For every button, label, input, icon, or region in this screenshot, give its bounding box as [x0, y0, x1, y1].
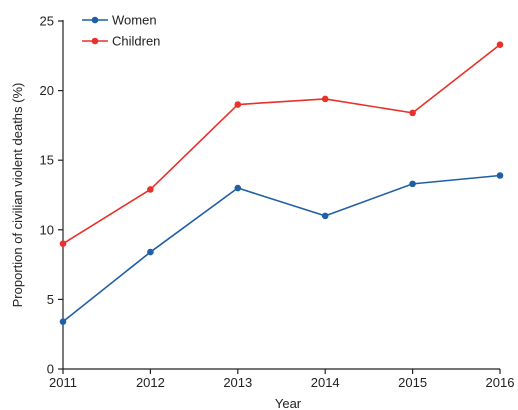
x-tick-label: 2015: [398, 375, 427, 390]
legend-marker-children: [91, 37, 99, 45]
y-tick-label: 5: [47, 292, 54, 307]
legend: Women Children: [82, 13, 160, 49]
y-tick-label: 10: [40, 222, 54, 237]
axes: [62, 20, 500, 370]
data-point-children: [496, 41, 504, 48]
x-tick-label: 2016: [486, 375, 515, 390]
legend-label-children: Children: [112, 34, 160, 49]
data-point-children: [234, 101, 242, 108]
legend-label-women: Women: [112, 13, 157, 28]
y-tick-label: 15: [40, 153, 54, 168]
data-point-women: [59, 318, 67, 325]
y-tick-label: 0: [47, 362, 54, 377]
data-point-children: [409, 109, 416, 117]
x-axis-ticks: 2011 2012 2013 2014 2015 2016: [49, 369, 514, 390]
legend-marker-women: [91, 16, 99, 24]
series-line-children: [62, 44, 501, 245]
data-point-women: [321, 212, 329, 220]
x-tick-label: 2013: [223, 375, 252, 390]
y-tick-label: 25: [40, 14, 54, 29]
data-point-children: [59, 240, 67, 248]
x-axis-label: Year: [275, 396, 302, 410]
data-point-children: [321, 95, 329, 103]
data-point-women: [234, 184, 242, 192]
x-tick-label: 2014: [311, 375, 340, 390]
y-axis-label: Proportion of civilian violent deaths (%…: [10, 83, 25, 308]
series-women: [59, 172, 504, 325]
data-point-children: [147, 186, 154, 193]
y-tick-label: 20: [40, 83, 54, 98]
data-point-women: [496, 172, 504, 179]
y-axis-ticks: 0 5 10 15 20 25: [40, 14, 63, 377]
data-point-women: [147, 248, 154, 256]
x-tick-label: 2012: [136, 375, 165, 390]
series-line-women: [62, 174, 501, 323]
series-layer: [59, 41, 504, 325]
data-point-women: [409, 180, 416, 188]
series-children: [59, 41, 504, 248]
x-tick-label: 2011: [49, 375, 77, 390]
